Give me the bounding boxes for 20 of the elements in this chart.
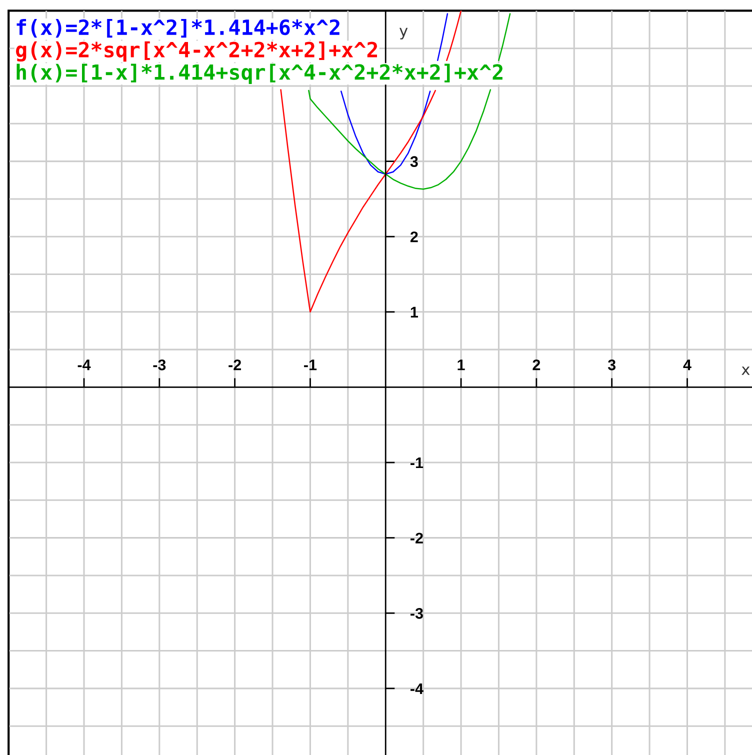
x-tick-label: -3 (153, 359, 166, 370)
x-tick-label: -4 (78, 360, 91, 370)
legend-label: f(x)=2*[1-x^2]*1.414+6*x^2 (16, 19, 340, 38)
x-tick-label: 3 (608, 359, 616, 370)
y-axis-title: y (400, 28, 408, 40)
x-tick-label: -2 (228, 359, 241, 370)
legend-label: g(x)=2*sqr[x^4-x^2+2*x+2]+x^2 (16, 41, 378, 62)
x-tick-label: 2 (532, 359, 540, 370)
y-tick-label: -3 (410, 608, 423, 619)
x-axis-title: x (742, 366, 750, 375)
y-tick-label: 2 (410, 231, 418, 242)
legend-label: h(x)=[1-x]*1.414+sqr[x^4-x^2+2*x+2]+x^2 (16, 64, 502, 84)
y-tick-label: -2 (410, 532, 423, 544)
x-tick-label: 1 (458, 360, 465, 370)
x-tick-label: -1 (304, 360, 317, 370)
y-tick-label: -1 (410, 458, 424, 468)
y-tick-label: 3 (410, 156, 418, 168)
y-tick-label: -4 (410, 683, 424, 694)
y-tick-label: 1 (410, 306, 418, 318)
x-tick-label: 4 (683, 360, 692, 370)
